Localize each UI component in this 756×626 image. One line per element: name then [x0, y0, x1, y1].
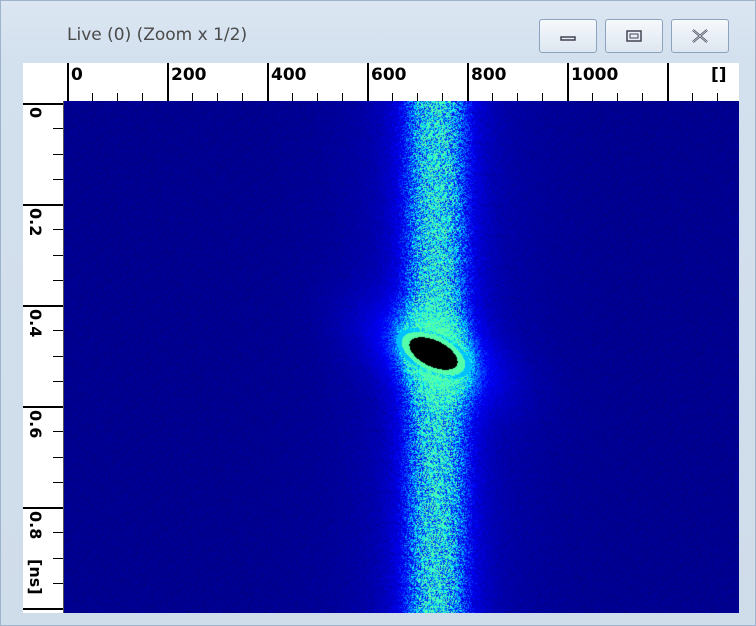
close-button[interactable] — [671, 19, 729, 53]
x-minor-tick — [417, 93, 418, 101]
ruler-corner — [23, 63, 63, 101]
x-tick-label: 200 — [171, 65, 207, 85]
y-major-tick — [23, 204, 63, 206]
y-major-tick — [23, 406, 63, 408]
x-tick-label: 800 — [471, 65, 507, 85]
minimize-icon — [559, 30, 577, 42]
x-axis-unit-label: [] — [711, 65, 727, 85]
x-minor-tick — [442, 93, 443, 101]
x-axis-ruler: 0 200 400 600 800 1000 [] — [63, 63, 739, 102]
y-minor-tick — [53, 381, 63, 382]
y-major-tick — [23, 305, 63, 307]
x-minor-tick — [117, 93, 118, 101]
y-major-tick — [23, 608, 63, 610]
y-minor-tick — [53, 431, 63, 432]
x-minor-tick — [517, 93, 518, 101]
y-tick-label: 0.8 — [26, 511, 45, 540]
x-minor-tick — [292, 93, 293, 101]
minimize-button[interactable] — [539, 19, 597, 53]
x-tick-label: 1000 — [571, 65, 619, 85]
x-minor-tick — [142, 93, 143, 101]
y-minor-tick — [53, 583, 63, 584]
x-minor-tick — [217, 93, 218, 101]
y-minor-tick — [53, 330, 63, 331]
x-minor-tick — [717, 93, 718, 101]
x-major-tick — [167, 63, 169, 101]
x-major-tick — [267, 63, 269, 101]
y-minor-tick — [53, 255, 63, 256]
x-minor-tick — [542, 93, 543, 101]
y-minor-tick — [53, 280, 63, 281]
x-major-tick — [667, 63, 669, 101]
x-minor-tick — [617, 93, 618, 101]
x-major-tick — [567, 63, 569, 101]
y-tick-label: 0.4 — [26, 309, 45, 338]
y-minor-tick — [53, 532, 63, 533]
x-minor-tick — [642, 93, 643, 101]
x-minor-tick — [92, 93, 93, 101]
y-tick-label: 0.2 — [26, 208, 45, 237]
y-minor-tick — [53, 558, 63, 559]
x-major-tick — [467, 63, 469, 101]
camera-image-plot[interactable] — [64, 101, 739, 613]
x-minor-tick — [592, 93, 593, 101]
y-axis-unit-label: [ns] — [26, 559, 45, 595]
x-major-tick — [367, 63, 369, 101]
close-icon — [689, 28, 711, 44]
y-minor-tick — [53, 179, 63, 180]
y-tick-label: 0.6 — [26, 410, 45, 439]
streak-camera-image — [64, 101, 739, 613]
y-axis-ruler: 0 0.2 0.4 0.6 0.8 [ns] — [23, 101, 64, 613]
y-minor-tick — [53, 482, 63, 483]
x-tick-label: 400 — [271, 65, 307, 85]
x-minor-tick — [392, 93, 393, 101]
maximize-button[interactable] — [605, 19, 663, 53]
y-tick-label: 0 — [26, 107, 45, 119]
y-major-tick — [23, 507, 63, 509]
y-minor-tick — [53, 154, 63, 155]
maximize-icon — [625, 29, 643, 43]
x-minor-tick — [492, 93, 493, 101]
x-minor-tick — [242, 93, 243, 101]
x-minor-tick — [342, 93, 343, 101]
y-minor-tick — [53, 229, 63, 230]
x-minor-tick — [317, 93, 318, 101]
x-minor-tick — [692, 93, 693, 101]
x-major-tick — [67, 63, 69, 101]
x-minor-tick — [192, 93, 193, 101]
y-major-tick — [23, 103, 63, 105]
x-tick-label: 0 — [71, 65, 83, 85]
window-title: Live (0) (Zoom x 1/2) — [67, 25, 248, 45]
y-minor-tick — [53, 457, 63, 458]
y-minor-tick — [53, 356, 63, 357]
x-tick-label: 600 — [371, 65, 407, 85]
y-minor-tick — [53, 128, 63, 129]
